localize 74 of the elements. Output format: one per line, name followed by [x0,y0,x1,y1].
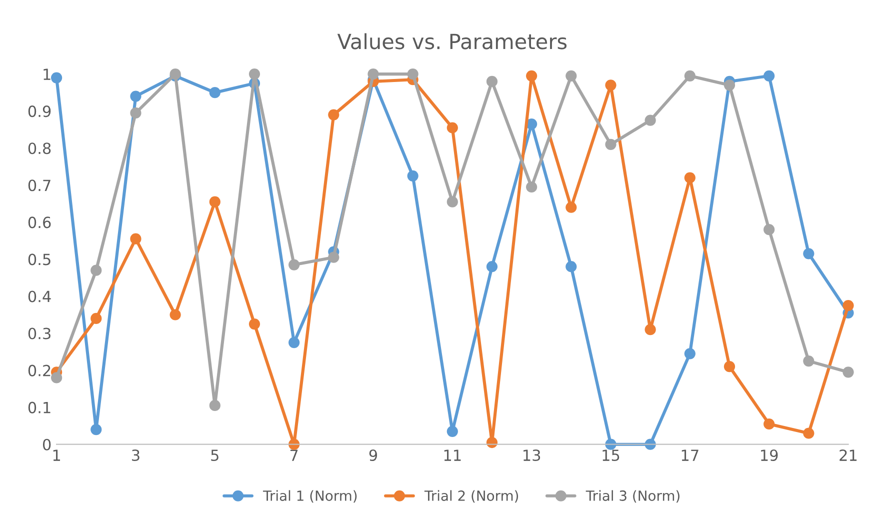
x-tick-label: 19 [761,449,778,462]
point [764,224,775,236]
y-tick-label: 0.3 [28,328,50,340]
y-tick-label: 0.2 [28,364,50,376]
point [407,170,418,182]
point [50,372,62,384]
x-tick-label: 13 [524,449,540,462]
point [764,418,775,430]
legend-label: Trial 3 (Norm) [586,490,680,503]
point [684,348,696,360]
point [803,248,814,260]
x-tick-label: 3 [132,449,140,462]
point [446,122,458,134]
point [50,72,62,84]
y-tick-label: 0.4 [28,290,51,302]
y-tick-label: 0.7 [28,180,50,192]
point [803,355,814,367]
point [724,361,736,372]
point [170,309,181,320]
point [288,259,300,270]
point [130,233,142,244]
point [724,80,736,91]
point [90,312,102,324]
point [644,114,656,126]
point [566,70,577,82]
point [684,70,696,82]
x-tick-label: 11 [444,450,461,461]
point [328,252,340,263]
point [209,196,220,208]
y-tick-label: 0.5 [28,254,50,266]
point [566,261,577,272]
point [764,70,775,82]
point [368,68,379,80]
point [842,366,854,378]
point [209,87,220,98]
legend-label: Trial 1 (Norm) [263,490,357,503]
point [526,181,538,193]
point [328,109,340,120]
x-tick-label: 15 [602,450,620,462]
point [605,80,616,91]
point [684,172,696,184]
point [288,336,300,348]
point [130,90,142,102]
x-tick-label: 9 [369,449,378,462]
point [842,300,854,312]
point [446,196,458,208]
point [407,68,418,80]
y-tick-label: 0.8 [28,142,51,154]
x-tick-label: 5 [211,450,218,462]
point [605,138,616,150]
x-tick-label: 21 [840,449,857,461]
point [130,107,142,118]
chart-title: Values vs. Parameters [337,33,567,50]
point [644,324,656,336]
y-tick-label: 0.1 [28,402,50,414]
y-tick-label: 0.9 [28,106,51,118]
point [90,264,102,276]
x-tick-label: 7 [290,450,298,461]
point [566,202,577,213]
point [803,428,814,439]
point [248,318,260,330]
x-tick-label: 17 [682,450,698,461]
point [248,68,260,80]
point [446,426,458,437]
point [90,424,102,436]
y-tick-label: 0.6 [28,216,51,228]
y-tick-label: 0 [42,438,51,450]
point [486,76,498,88]
x-tick-label: 1 [53,450,60,461]
point [486,261,498,272]
point [209,400,220,412]
y-tick-label: 1 [44,68,50,80]
legend-label: Trial 2 (Norm) [424,490,518,503]
point [526,70,538,82]
